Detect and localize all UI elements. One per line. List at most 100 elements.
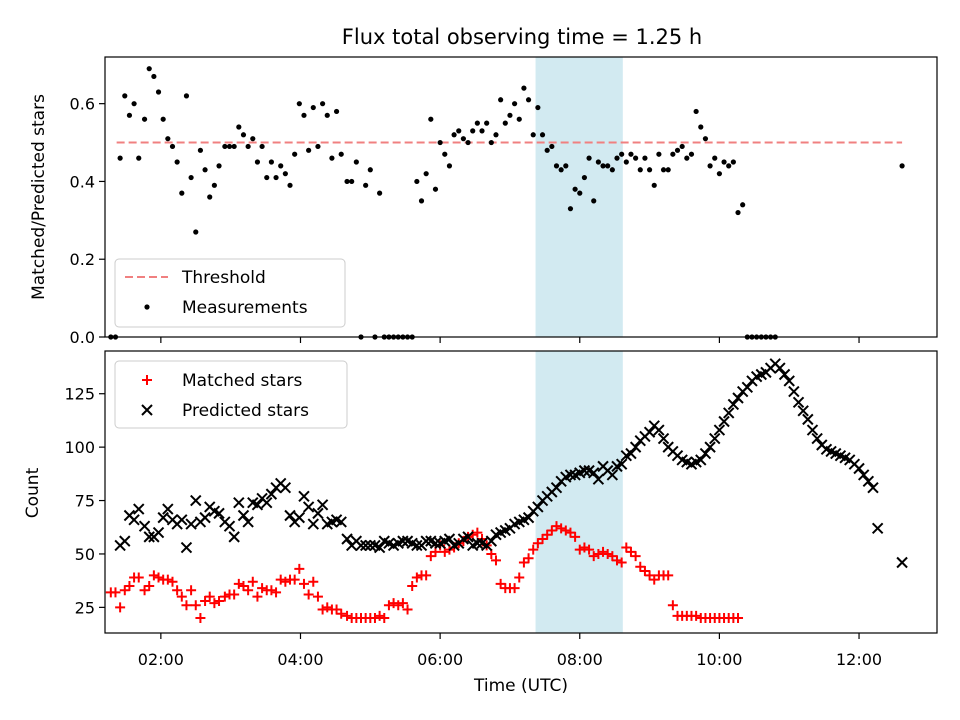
predicted-star-marker [133,503,145,515]
predicted-star-marker [119,535,131,547]
predicted-star-marker [741,381,754,394]
matched-star-marker [233,578,244,589]
predicted-star-marker [284,509,296,522]
matched-star-marker [397,598,408,609]
matched-star-marker [317,604,328,615]
predicted-star-marker [265,488,278,500]
measurement-point [329,155,335,161]
measurement-point [679,143,685,150]
measurement-point [605,163,611,169]
chart-title: Flux total observing time = 1.25 h [342,25,702,49]
predicted-star-marker [857,469,870,481]
shaded-span-rect [535,351,623,633]
predicted-star-marker [471,537,484,549]
predicted-star-marker [462,531,474,543]
measurement-point [507,112,513,118]
matched-star-marker [195,613,206,624]
measurement-point [254,159,261,165]
bottom-legend: Matched stars Predicted stars [114,360,348,429]
predicted-star-marker [862,475,875,488]
predicted-star-marker [223,520,236,532]
measurement-point [721,159,727,165]
predicted-star-marker [615,458,628,470]
top-legend-box [114,258,346,328]
predicted-star-marker [592,473,605,485]
matched-star-marker [579,542,590,553]
measurement-point [637,167,643,173]
measurement-point [292,151,298,157]
predicted-star-marker [522,511,535,524]
measurement-point [688,151,695,157]
measurement-point [202,167,208,173]
matched-star-marker [124,581,135,591]
matched-star-marker [209,598,220,609]
x-tick-label: 06:00 [417,650,463,669]
predicted-star-marker [806,424,819,436]
measurement-point [456,128,462,134]
measurement-point [614,155,620,161]
measurement-point [245,143,251,150]
matched-star-marker [148,570,159,581]
matched-star-marker [556,523,567,534]
predicted-star-marker [180,541,193,554]
measurement-point [349,178,355,185]
measurement-point [136,155,142,161]
matched-star-marker [214,595,225,606]
measurement-point [174,159,180,165]
measurement-point [216,163,222,169]
measurement-point [628,151,634,157]
measurement-point [226,143,233,150]
top-y-tick-label: 0.2 [70,250,95,269]
measurement-point [460,136,466,142]
predicted-star-marker [564,469,577,481]
measurement-point [619,151,625,157]
predicted-legend-label: Predicted stars [182,401,309,421]
measurement-point [414,178,420,185]
matched-star-marker [142,375,152,385]
matched-star-marker [388,598,399,609]
predicted-star-marker [293,511,306,524]
matched-star-marker [630,551,641,562]
measurement-point [122,93,128,99]
matched-star-marker [133,572,144,583]
predicted-star-marker [359,539,372,552]
measurement-point [315,143,321,150]
matched-star-marker [733,613,744,624]
matched-star-marker [528,544,539,555]
measurement-point [726,163,732,169]
measurement-point [146,66,152,72]
measurement-point [169,143,176,150]
measurement-point [693,108,699,115]
measurement-point [451,132,457,138]
measurement-point [418,198,425,204]
predicted-star-marker [606,469,619,481]
measurement-point [465,139,471,146]
predicted-star-marker [335,516,347,528]
predicted-star-marker [190,494,202,507]
matched-star-marker [181,600,192,611]
measurement-point [423,171,429,177]
predicted-star-marker [261,496,273,509]
predicted-star-marker [152,526,165,539]
measurement-point [236,124,242,130]
measurement-point [310,104,316,111]
matched-star-marker [369,613,380,624]
matched-star-marker [490,555,501,566]
measurement-point [716,171,723,177]
bottom-y-tick-label: 75 [75,492,95,511]
predicted-star-marker [242,516,254,528]
top-axes-frame [104,56,938,338]
measurement-point [155,89,162,95]
measurement-point [470,128,476,134]
measurement-point [437,139,443,146]
bottom-y-tick-label: 50 [75,545,95,564]
measurement-point [151,73,157,80]
bottom-y-axis-label: Count [23,467,43,518]
bottom-count-points [105,358,908,624]
measurement-point [633,155,639,161]
matched-star-marker [144,581,155,591]
measurement-point [320,101,326,107]
matched-star-marker [308,576,319,587]
measurement-point [207,194,213,200]
measurement-point [197,147,204,153]
